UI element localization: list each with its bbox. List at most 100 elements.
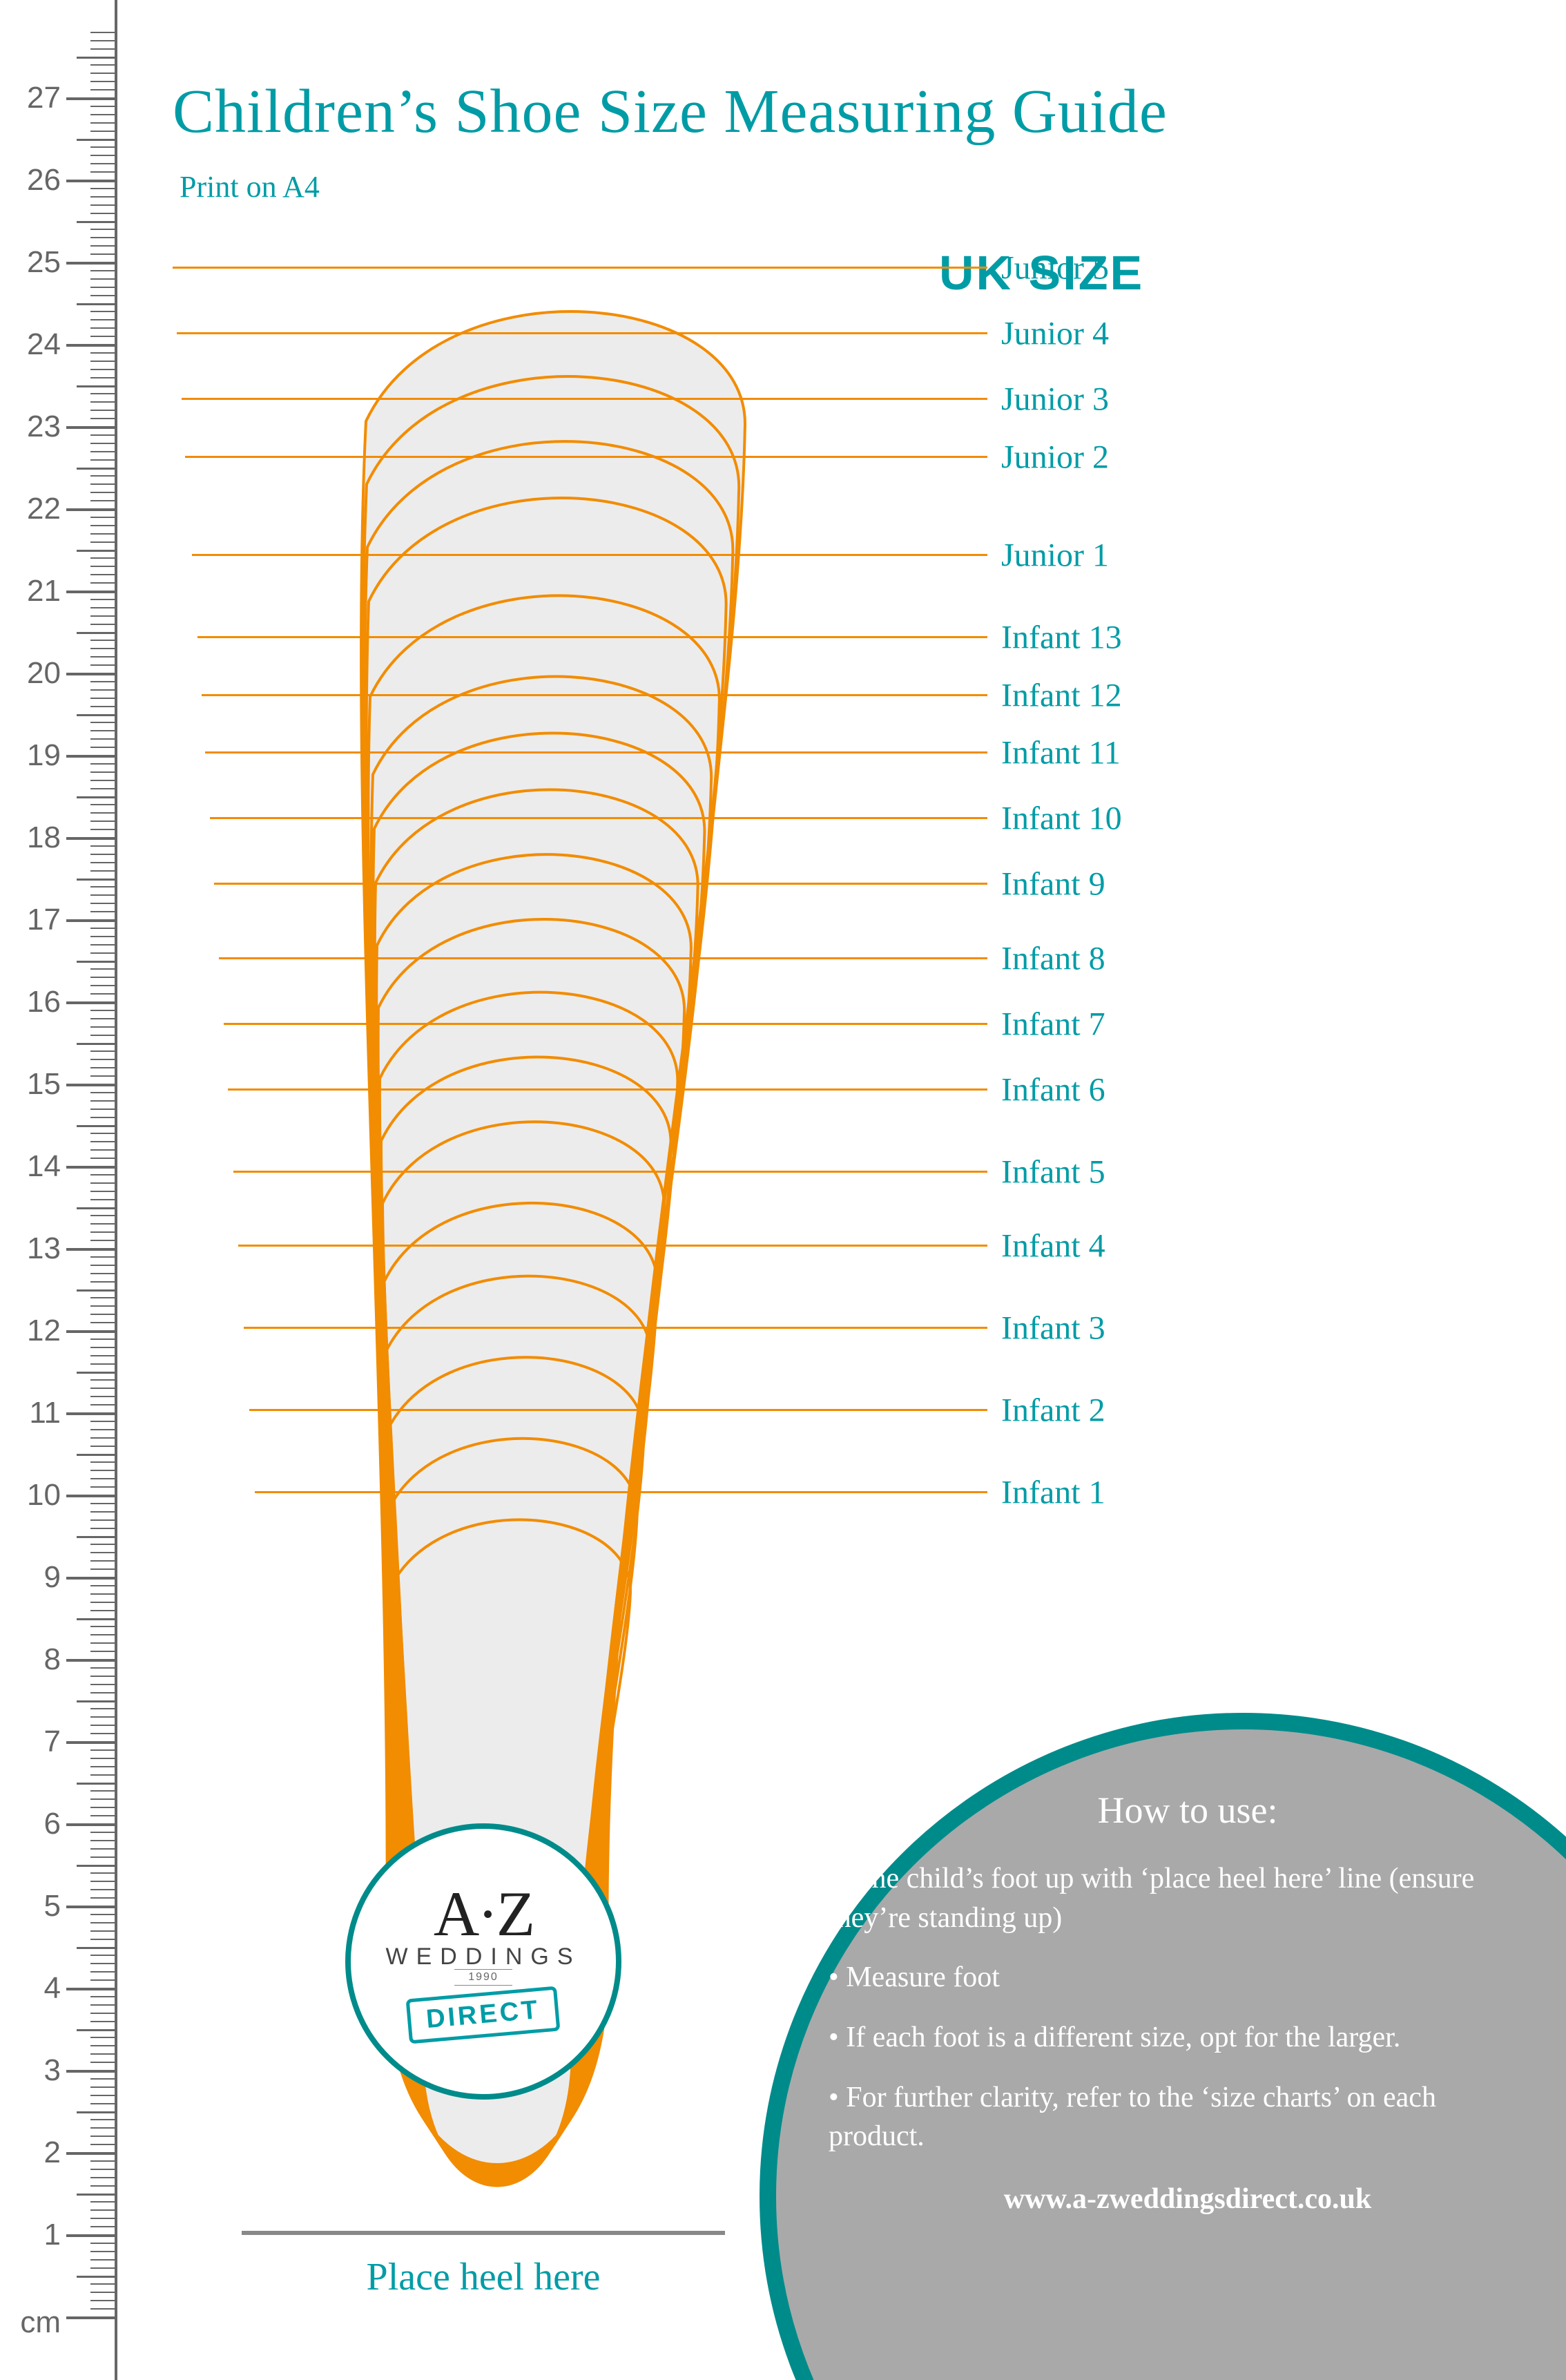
ruler-tick-minor: [90, 541, 115, 543]
ruler-tick-half: [77, 1618, 115, 1620]
ruler-tick-minor: [90, 2201, 115, 2203]
ruler-tick-minor: [90, 1281, 115, 1283]
ruler-tick-minor: [90, 1100, 115, 1102]
ruler-tick-minor: [90, 2037, 115, 2038]
ruler-tick-minor: [90, 1117, 115, 1118]
ruler-tick-minor: [90, 278, 115, 280]
size-label: Infant 10: [1001, 800, 1122, 838]
ruler-tick-minor: [90, 1560, 115, 1562]
ruler-tick-major: [66, 1906, 115, 1908]
ruler-tick-minor: [90, 1840, 115, 1841]
ruler-tick-minor: [90, 730, 115, 731]
size-label: Infant 7: [1001, 1005, 1105, 1043]
logo-text-az: A·Z: [434, 1885, 533, 1943]
ruler-tick-minor: [90, 1388, 115, 1389]
ruler-tick-minor: [90, 2169, 115, 2170]
ruler-tick-minor: [90, 2004, 115, 2006]
ruler-tick-minor: [90, 1404, 115, 1405]
ruler-tick-major: [66, 1988, 115, 1990]
ruler-tick-half: [77, 1865, 115, 1867]
ruler-tick-minor: [90, 2103, 115, 2104]
ruler-tick-minor: [90, 295, 115, 296]
ruler-number: 24: [19, 327, 61, 362]
ruler-tick-minor: [90, 2283, 115, 2285]
ruler-tick-minor: [90, 361, 115, 362]
ruler-tick-half: [77, 139, 115, 141]
ruler-tick-minor: [90, 1790, 115, 1792]
ruler-tick-minor: [90, 1297, 115, 1298]
ruler-tick-minor: [90, 771, 115, 773]
ruler-tick-minor: [90, 664, 115, 666]
ruler-tick-major: [66, 97, 115, 100]
ruler-tick-minor: [90, 928, 115, 929]
ruler-tick-minor: [90, 245, 115, 247]
ruler-tick-minor: [90, 2127, 115, 2129]
ruler-tick-minor: [90, 1215, 115, 1216]
ruler-number: 7: [19, 1725, 61, 1759]
ruler-tick-minor: [90, 557, 115, 559]
info-bullet: • Measure foot: [829, 1958, 1519, 1997]
ruler-tick-minor: [90, 780, 115, 781]
ruler-tick-minor: [90, 804, 115, 805]
ruler-tick-minor: [90, 517, 115, 518]
ruler-tick-minor: [90, 977, 115, 978]
ruler-tick-minor: [90, 566, 115, 567]
size-line: [202, 694, 987, 696]
ruler-tick-minor: [90, 2209, 115, 2211]
ruler-tick-minor: [90, 213, 115, 214]
ruler-tick-minor: [90, 1692, 115, 1693]
info-panel: How to use: • Line child’s foot up with …: [829, 1789, 1519, 2216]
page-title: Children’s Shoe Size Measuring Guide: [173, 76, 1168, 147]
ruler-tick-minor: [90, 2136, 115, 2137]
ruler-tick-minor: [90, 607, 115, 608]
ruler-tick-minor: [90, 253, 115, 255]
ruler-tick-minor: [90, 1642, 115, 1644]
size-label: Infant 6: [1001, 1071, 1105, 1109]
ruler-tick-minor: [90, 171, 115, 173]
ruler-tick-half: [77, 1207, 115, 1209]
logo-stamp-direct: DIRECT: [406, 1986, 561, 2044]
ruler-tick-major: [66, 262, 115, 265]
ruler-tick-minor: [90, 1815, 115, 1816]
ruler-tick-half: [77, 1125, 115, 1127]
ruler-tick-half: [77, 714, 115, 716]
ruler-tick-minor: [90, 1075, 115, 1077]
ruler-tick-minor: [90, 2095, 115, 2096]
ruler-tick-minor: [90, 1273, 115, 1274]
ruler-tick-major: [66, 1248, 115, 1251]
ruler-tick-minor: [90, 985, 115, 986]
ruler-tick-major: [66, 2070, 115, 2073]
ruler-tick-minor: [90, 1446, 115, 1447]
size-line: [210, 817, 987, 819]
ruler-tick-minor: [90, 451, 115, 452]
size-line: [244, 1327, 987, 1329]
ruler-tick-half: [77, 879, 115, 881]
ruler-tick-minor: [90, 1922, 115, 1923]
ruler-tick-minor: [90, 1026, 115, 1028]
ruler-tick-minor: [90, 903, 115, 904]
ruler-tick-minor: [90, 533, 115, 535]
ruler-tick-half: [77, 1289, 115, 1292]
ruler-tick-minor: [90, 64, 115, 66]
heel-baseline: [242, 2231, 725, 2235]
info-url: www.a-zweddingsdirect.co.uk: [829, 2182, 1519, 2216]
ruler-tick-minor: [90, 1725, 115, 1726]
size-label: Infant 2: [1001, 1392, 1105, 1430]
ruler-tick-minor: [90, 1733, 115, 1734]
ruler-tick-minor: [90, 459, 115, 461]
page: 1234567891011121314151617181920212223242…: [0, 0, 1566, 2380]
ruler-tick-minor: [90, 114, 115, 115]
ruler-tick-minor: [90, 106, 115, 107]
size-label: Infant 4: [1001, 1227, 1105, 1265]
ruler-tick-minor: [90, 89, 115, 90]
ruler-number: 12: [19, 1314, 61, 1348]
ruler-tick-minor: [90, 163, 115, 164]
ruler-tick-major: [66, 591, 115, 593]
ruler: 1234567891011121314151617181920212223242…: [0, 0, 117, 2380]
ruler-tick-minor: [90, 237, 115, 238]
ruler-tick-minor: [90, 1955, 115, 1956]
ruler-number: 5: [19, 1889, 61, 1923]
ruler-tick-minor: [90, 1355, 115, 1356]
ruler-tick-minor: [90, 599, 115, 600]
info-bullet: • For further clarity, refer to the ‘siz…: [829, 2078, 1519, 2156]
